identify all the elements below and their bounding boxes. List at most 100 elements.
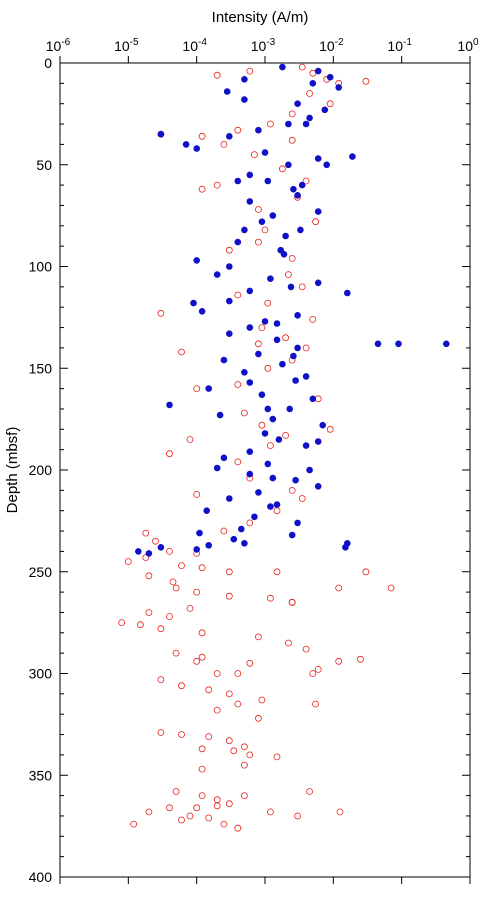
filled-circle-point: [246, 287, 254, 295]
open-circle-point: [172, 584, 180, 592]
open-circle-point: [258, 324, 266, 332]
filled-circle-point: [241, 540, 248, 547]
open-circle-point: [157, 676, 165, 683]
open-circle-point: [234, 291, 242, 299]
filled-circle-point: [241, 96, 248, 103]
filled-circle-point: [267, 275, 274, 283]
filled-circle-point: [230, 535, 238, 543]
filled-circle-point: [285, 120, 292, 128]
filled-circle-point: [261, 149, 269, 156]
open-circle-point: [246, 67, 254, 75]
filled-circle-point: [290, 185, 297, 193]
open-circle-point: [240, 743, 248, 751]
filled-circle-point: [223, 88, 231, 95]
open-circle-point: [309, 315, 317, 323]
filled-circle-point: [294, 312, 301, 319]
filled-circle-point: [226, 133, 233, 140]
open-circle-point: [273, 568, 281, 576]
filled-circle-point: [314, 483, 322, 490]
open-circle-point: [225, 246, 233, 254]
filled-circle-point: [193, 145, 200, 152]
open-circle-point: [157, 729, 165, 736]
open-circle-point: [266, 442, 274, 450]
open-circle-point: [357, 655, 364, 663]
x-tick-label: 10-5: [114, 37, 139, 54]
open-circle-point: [213, 71, 221, 79]
y-tick-label: 150: [29, 360, 53, 376]
open-circle-point: [234, 824, 242, 832]
filled-circle-point: [349, 153, 356, 160]
filled-circle-point: [241, 76, 248, 83]
open-circle-point: [278, 165, 286, 173]
open-circle-point: [230, 747, 238, 755]
open-circle-point: [213, 706, 221, 714]
filled-circle-point: [335, 84, 343, 91]
open-circle-point: [198, 765, 206, 773]
filled-circle-point: [261, 430, 269, 437]
open-circle-point: [193, 490, 201, 498]
filled-circle-point: [298, 181, 306, 189]
filled-circle-point: [286, 405, 294, 413]
y-tick-label: 100: [29, 259, 53, 275]
open-circle-point: [246, 659, 254, 667]
open-circle-point: [213, 670, 221, 677]
open-circle-point: [273, 507, 281, 515]
open-circle-point: [166, 804, 173, 812]
filled-circle-point: [443, 340, 450, 348]
open-circle-point: [166, 613, 173, 620]
open-circle-point: [326, 100, 334, 108]
open-circle-point: [250, 151, 258, 159]
open-circle-point: [157, 309, 165, 317]
open-circle-point: [362, 77, 370, 85]
open-circle-point: [178, 562, 185, 569]
filled-circle-point: [261, 318, 269, 325]
filled-circle-point: [280, 251, 288, 258]
open-circle-point: [157, 625, 165, 633]
open-circle-point: [220, 820, 228, 828]
filled-circle-point: [220, 356, 228, 364]
open-circle-point: [205, 733, 213, 740]
filled-circle-point: [157, 130, 165, 138]
open-circle-point: [166, 548, 173, 555]
open-circle-point: [294, 812, 302, 820]
open-circle-point: [312, 700, 320, 708]
open-circle-point: [266, 594, 274, 602]
open-circle-point: [198, 629, 206, 637]
open-circle-point: [266, 808, 274, 816]
open-circle-point: [130, 820, 138, 828]
open-circle-point: [240, 409, 248, 417]
filled-circle-point: [182, 141, 190, 148]
open-circle-point: [225, 568, 233, 576]
open-circle-point: [264, 299, 272, 307]
filled-circle-point: [213, 271, 221, 278]
filled-circle-point: [321, 106, 329, 114]
open-circle-point: [198, 564, 206, 572]
filled-circle-point: [297, 226, 304, 234]
filled-circle-point: [294, 344, 301, 352]
open-circle-point: [362, 568, 370, 576]
x-tick-labels: 10-6 10-5 10-4 10-3 10-2 10-1 100: [46, 37, 479, 54]
filled-circle-point: [342, 544, 349, 551]
filled-circle-point: [323, 161, 331, 169]
filled-circle-point: [226, 263, 233, 270]
y-axis-title: Depth (mbsf): [4, 427, 21, 514]
filled-circle-point: [269, 415, 277, 423]
x-tick-label: 10-6: [46, 37, 71, 54]
open-circle-point: [178, 816, 185, 824]
filled-circle-point: [246, 470, 254, 478]
filled-circle-point: [198, 308, 206, 315]
open-circle-point: [118, 619, 126, 626]
filled-circle-point: [269, 212, 277, 219]
open-circle-point: [136, 621, 144, 629]
filled-circle-point: [290, 352, 297, 360]
open-circle-point: [225, 592, 233, 600]
filled-circle-point: [226, 330, 233, 338]
open-circle-point: [186, 812, 194, 820]
filled-circle-point: [246, 171, 254, 179]
y-tick-label: 250: [29, 564, 53, 580]
filled-circle-point: [314, 155, 322, 162]
filled-circle-point: [220, 454, 228, 462]
open-circle-point: [335, 657, 343, 665]
open-circle-point: [298, 495, 306, 502]
open-circle-point: [246, 519, 254, 527]
